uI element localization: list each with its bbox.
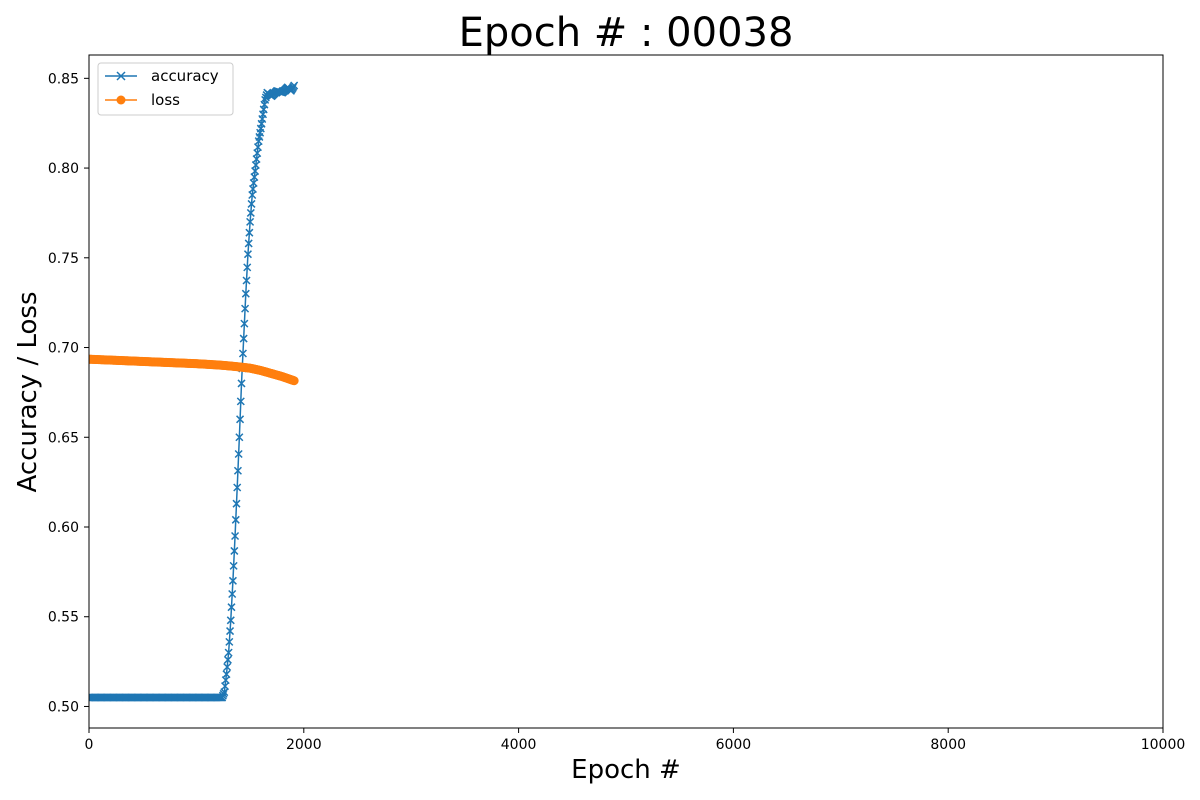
- data-point-accuracy: [235, 433, 244, 442]
- legend-label-loss: loss: [151, 91, 180, 109]
- data-point-accuracy: [228, 576, 237, 585]
- x-tick-label: 4000: [501, 737, 537, 753]
- data-point-loss: [289, 376, 299, 386]
- data-point-accuracy: [243, 263, 252, 272]
- x-tick-label: 10000: [1141, 737, 1186, 753]
- y-tick-label: 0.65: [48, 430, 79, 446]
- data-point-accuracy: [226, 616, 235, 625]
- data-point-accuracy: [233, 466, 242, 475]
- y-tick-label: 0.75: [48, 251, 79, 267]
- y-tick-label: 0.60: [48, 520, 79, 536]
- data-point-accuracy: [232, 499, 241, 508]
- data-point-accuracy: [229, 561, 238, 570]
- plot-frame: [88, 54, 1164, 729]
- y-tick-label: 0.85: [48, 71, 79, 87]
- data-point-accuracy: [242, 276, 251, 285]
- data-point-accuracy: [246, 217, 255, 226]
- x-axis-label: Epoch #: [571, 755, 681, 785]
- x-tick-label: 8000: [930, 737, 966, 753]
- data-point-accuracy: [222, 670, 231, 679]
- series-accuracy: [89, 81, 299, 702]
- data-point-accuracy: [236, 415, 245, 424]
- data-point-accuracy: [231, 515, 240, 524]
- data-point-accuracy: [233, 483, 242, 492]
- data-point-accuracy: [243, 250, 252, 259]
- data-point-accuracy: [219, 689, 228, 698]
- series-line-accuracy: [89, 85, 295, 699]
- legend-label-accuracy: accuracy: [151, 67, 219, 85]
- data-point-accuracy: [231, 531, 240, 541]
- data-point-accuracy: [241, 304, 250, 313]
- plot-area: [89, 81, 299, 702]
- data-point-accuracy: [239, 334, 248, 343]
- data-point-accuracy: [236, 397, 245, 406]
- x-tick-label: 2000: [286, 737, 322, 753]
- series-loss: [89, 354, 299, 386]
- data-point-accuracy: [247, 199, 256, 208]
- data-point-accuracy: [290, 81, 299, 90]
- y-axis-label: Accuracy / Loss: [13, 291, 43, 492]
- data-point-accuracy: [224, 648, 233, 657]
- data-point-accuracy: [228, 589, 237, 599]
- data-point-accuracy: [226, 627, 235, 636]
- data-point-accuracy: [227, 603, 236, 612]
- y-tick-label: 0.55: [48, 610, 79, 626]
- data-point-accuracy: [223, 655, 232, 664]
- data-point-accuracy: [240, 319, 249, 328]
- y-tick-label: 0.70: [48, 341, 79, 357]
- data-point-accuracy: [234, 449, 243, 459]
- data-point-accuracy: [246, 208, 255, 217]
- data-point-accuracy: [237, 379, 246, 388]
- x-tick-label: 0: [85, 737, 94, 753]
- legend: accuracy loss: [97, 62, 234, 116]
- data-point-accuracy: [244, 239, 253, 248]
- data-point-accuracy: [245, 228, 254, 237]
- y-tick-label: 0.80: [48, 161, 79, 177]
- tick-group: 0 2000 4000 6000 8000 10000 0.50 0.55 0.60 0.65 0.…: [48, 71, 1185, 753]
- chart-title: Epoch # : 00038: [459, 10, 794, 56]
- data-point-accuracy: [225, 637, 234, 646]
- data-point-accuracy: [238, 349, 247, 358]
- y-tick-label: 0.50: [48, 699, 79, 715]
- data-point-accuracy: [241, 289, 250, 298]
- data-point-accuracy: [223, 662, 232, 672]
- legend-marker-accuracy: [116, 71, 126, 81]
- legend-marker-loss: [116, 95, 126, 105]
- x-tick-label: 6000: [716, 737, 752, 753]
- data-point-accuracy: [230, 546, 239, 555]
